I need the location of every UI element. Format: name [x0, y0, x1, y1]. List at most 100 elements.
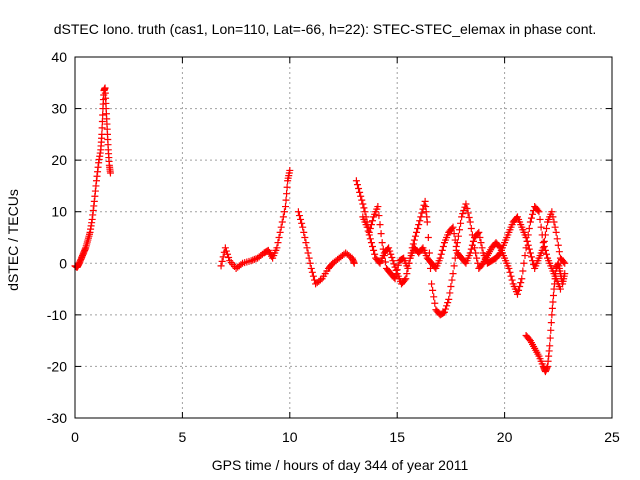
data-point	[224, 250, 232, 258]
data-point	[409, 240, 417, 248]
y-tick-label: 30	[51, 101, 67, 117]
data-point	[306, 259, 314, 267]
axis-ticks	[74, 56, 613, 419]
data-point	[495, 250, 503, 258]
y-tick-label: -20	[47, 358, 67, 374]
x-axis-label: GPS time / hours of day 344 of year 2011	[212, 457, 469, 473]
data-point	[414, 224, 422, 232]
data-point	[277, 223, 285, 231]
data-point	[449, 270, 457, 278]
data-point	[225, 253, 233, 261]
data-point	[554, 241, 562, 249]
y-tick-label: -10	[47, 307, 67, 323]
x-tick-label: 5	[179, 429, 187, 445]
data-point	[462, 200, 470, 208]
data-point	[282, 203, 290, 211]
y-tick-label: 40	[51, 49, 67, 65]
data-point	[515, 286, 523, 294]
data-point	[440, 308, 448, 316]
data-point	[389, 257, 397, 265]
data-point	[534, 206, 542, 214]
data-point	[283, 183, 291, 191]
data-point	[247, 257, 255, 265]
tick-labels: 0 5 10 15 20 25 -30 -20 -10 0 10 20 30 40	[47, 49, 620, 445]
data-point	[448, 224, 456, 232]
x-tick-label: 25	[604, 429, 620, 445]
data-point	[273, 244, 281, 252]
data-point	[391, 263, 399, 271]
data-point	[386, 247, 394, 255]
data-point	[548, 304, 556, 312]
data-point	[363, 223, 371, 231]
data-point	[278, 218, 286, 226]
data-point	[446, 289, 454, 297]
data-point	[392, 266, 400, 274]
data-point	[436, 254, 444, 262]
data-point	[429, 286, 437, 294]
data-point	[250, 255, 258, 263]
data-point	[403, 270, 411, 278]
data-point	[286, 166, 294, 174]
data-point	[377, 230, 385, 238]
data-point	[98, 124, 106, 132]
data-point	[556, 285, 564, 293]
data-point	[546, 342, 554, 350]
data-point	[541, 231, 549, 239]
data-point	[359, 200, 367, 208]
data-point	[526, 249, 534, 257]
data-point	[523, 237, 531, 245]
data-point	[356, 188, 364, 196]
data-point	[276, 228, 284, 236]
data-point	[535, 208, 543, 216]
data-point	[455, 226, 463, 234]
data-point	[447, 282, 455, 290]
data-point	[378, 239, 386, 247]
data-point	[274, 239, 282, 247]
data-point	[410, 236, 418, 244]
data-points	[71, 84, 569, 376]
data-point	[468, 241, 476, 249]
data-point	[551, 223, 559, 231]
data-point	[424, 234, 432, 241]
data-point	[438, 246, 446, 254]
data-point	[294, 208, 302, 216]
data-point	[547, 326, 555, 334]
data-point	[443, 302, 451, 310]
data-point	[302, 239, 310, 247]
x-tick-label: 0	[71, 429, 79, 445]
data-point	[467, 245, 475, 253]
data-point	[222, 247, 230, 255]
data-point	[437, 250, 445, 258]
data-point	[527, 253, 535, 261]
data-point	[513, 290, 521, 298]
data-point	[473, 254, 481, 262]
data-point	[561, 270, 569, 278]
data-point	[308, 268, 316, 276]
data-point	[522, 234, 530, 241]
data-point	[517, 279, 525, 287]
y-tick-label: 10	[51, 204, 67, 220]
data-point	[388, 253, 396, 261]
data-point	[459, 210, 467, 218]
data-point	[546, 334, 554, 342]
data-point	[475, 228, 483, 236]
data-point	[539, 244, 547, 252]
data-point	[381, 258, 389, 266]
data-point	[553, 235, 561, 243]
data-point	[457, 219, 465, 227]
data-point	[552, 228, 560, 236]
data-point	[518, 275, 526, 283]
data-point	[376, 221, 384, 229]
data-point	[527, 214, 535, 222]
data-point	[283, 190, 291, 198]
data-point	[529, 210, 537, 218]
data-point	[452, 243, 460, 251]
data-point	[358, 196, 366, 204]
data-point	[298, 219, 306, 227]
data-point	[524, 241, 532, 249]
data-point	[309, 272, 317, 280]
chart-title: dSTEC Iono. truth (cas1, Lon=110, Lat=-6…	[54, 21, 597, 37]
data-point	[449, 223, 457, 231]
data-point	[350, 259, 358, 267]
data-point	[476, 234, 484, 241]
